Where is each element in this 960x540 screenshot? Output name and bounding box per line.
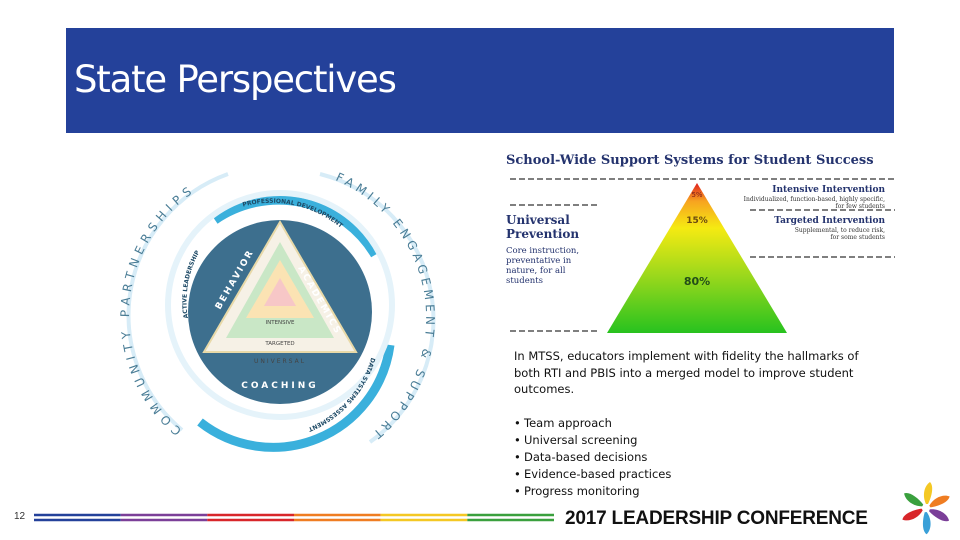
list-item: Universal screening — [514, 432, 671, 449]
pyramid-title: School-Wide Support Systems for Student … — [506, 153, 874, 168]
footer-color-lines — [34, 513, 554, 522]
tier-percent-80: 80% — [684, 275, 710, 288]
targeted-body-2: for some students — [830, 234, 885, 241]
pyramid-shape — [607, 183, 787, 333]
universal-body-1: Core instruction, — [506, 246, 579, 256]
hands-logo-icon — [902, 482, 950, 535]
targeted-heading: Targeted Intervention — [774, 216, 885, 226]
intensive-body-1: Individualized, function-based, highly s… — [744, 196, 885, 203]
intensive-body-2: for few students — [835, 203, 885, 210]
universal-heading-2: Prevention — [506, 227, 579, 241]
list-item: Evidence-based practices — [514, 466, 671, 483]
page-title: State Perspectives — [74, 58, 397, 101]
tier-percent-15: 15% — [686, 216, 708, 226]
universal-heading-1: Universal — [506, 213, 570, 227]
support-pyramid-graphic: School-Wide Support Systems for Student … — [506, 153, 895, 333]
intensive-heading: Intensive Intervention — [772, 185, 885, 195]
universal-body-2: preventative in — [506, 256, 572, 266]
tier-targeted-label: TARGETED — [264, 341, 294, 347]
mtss-framework-graphic: COMMUNITY PARTNERSHIPS FAMILY ENGAGEMENT… — [120, 160, 436, 452]
list-item: Progress monitoring — [514, 483, 671, 500]
conference-title: 2017 LEADERSHIP CONFERENCE — [565, 508, 868, 529]
svg-text:Core instruction, preventa: Core instruction, preventative in nature… — [506, 246, 582, 286]
mtss-description: In MTSS, educators implement with fideli… — [514, 349, 859, 396]
tier-intensive-label: INTENSIVE — [265, 320, 295, 326]
title-banner: State Perspectives — [66, 28, 894, 133]
universal-body-3: nature, for all — [506, 266, 566, 276]
list-item: Team approach — [514, 415, 671, 432]
targeted-body-1: Supplemental, to reduce risk, — [795, 227, 885, 234]
tier-percent-5: 5% — [691, 191, 702, 199]
universal-body-4: students — [506, 276, 543, 286]
tier-universal-label: UNIVERSAL — [254, 358, 306, 365]
coaching-label: COACHING — [241, 381, 318, 391]
bullet-list: Team approach Universal screening Data-b… — [514, 415, 671, 500]
svg-text:Universal Prevention: Universal Prevention — [506, 213, 579, 241]
page-number: 12 — [14, 511, 26, 522]
list-item: Data-based decisions — [514, 449, 671, 466]
